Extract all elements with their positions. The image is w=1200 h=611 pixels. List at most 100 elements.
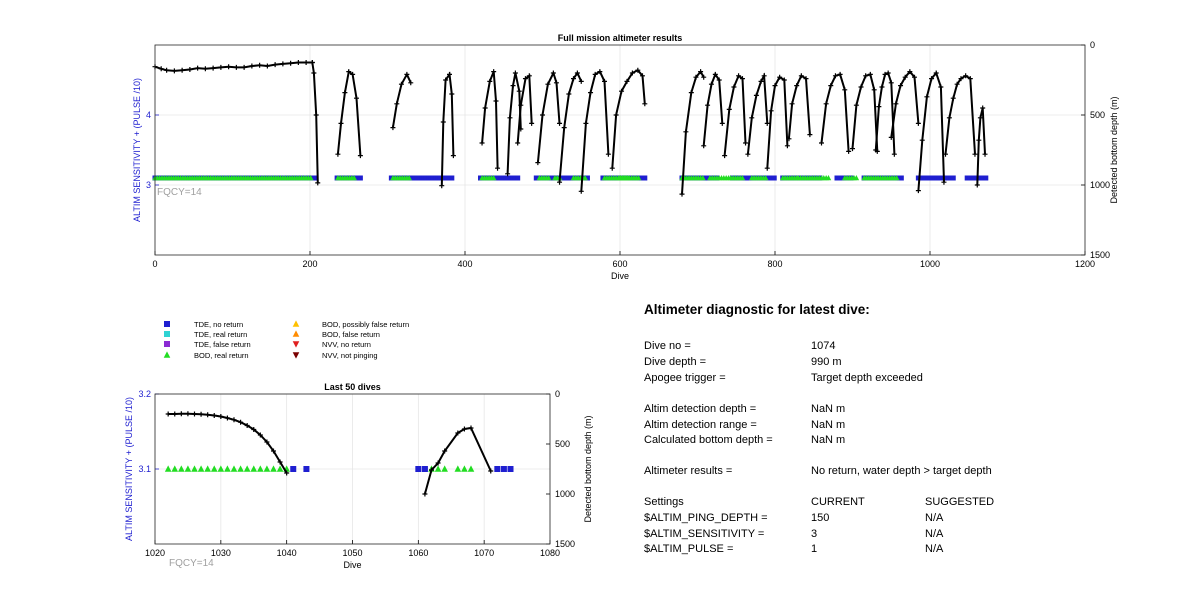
bottom-depth-point xyxy=(557,179,563,185)
marker-bod_real_return xyxy=(276,465,284,472)
bottom-depth-point xyxy=(758,78,764,84)
diagnostic-label: Altimeter results = xyxy=(644,465,733,477)
bottom-depth-point xyxy=(950,95,956,101)
y-left-tick-label: 3.2 xyxy=(138,389,151,399)
bottom-depth-point xyxy=(885,70,891,76)
diagnostic-value: 1074 xyxy=(811,340,836,352)
bottom-depth-point xyxy=(439,183,445,189)
chart-title: Last 50 dives xyxy=(324,382,381,392)
settings-suggested: N/A xyxy=(925,543,944,555)
diagnostic-value: NaN m xyxy=(811,434,846,446)
bottom-depth-point xyxy=(764,120,770,126)
bottom-depth-point xyxy=(943,151,948,157)
legend-marker-nvv_not_pinging xyxy=(292,352,300,359)
diagnostic-value: No return, water depth > target depth xyxy=(811,465,992,477)
legend-label: TDE, false return xyxy=(194,340,251,349)
settings-current: 3 xyxy=(811,528,818,540)
marker-bod_real_return xyxy=(184,465,192,472)
x-tick-label: 800 xyxy=(767,259,782,269)
marker-tde_no_return xyxy=(421,466,428,472)
bottom-depth-point xyxy=(516,88,522,94)
marker-tde_no_return xyxy=(771,175,777,181)
bottom-depth-point xyxy=(440,119,446,125)
marker-bod_real_return xyxy=(250,465,258,472)
marker-bod_real_return xyxy=(853,175,860,181)
marker-tde_no_return xyxy=(494,466,501,472)
bottom-depth-point xyxy=(422,491,428,497)
bottom-depth-point xyxy=(912,74,917,80)
marker-tde_no_return xyxy=(290,466,297,472)
bottom-depth-point xyxy=(202,66,208,72)
bottom-depth-line xyxy=(536,70,561,163)
bottom-depth-point xyxy=(449,91,455,97)
bottom-depth-point xyxy=(915,188,921,194)
bottom-depth-point xyxy=(408,80,414,86)
bottom-depth-point xyxy=(488,468,494,474)
bottom-depth-point xyxy=(249,63,255,69)
bottom-depth-point xyxy=(455,430,461,436)
bottom-depth-line xyxy=(746,72,769,155)
bottom-depth-point xyxy=(794,83,800,89)
bottom-depth-point xyxy=(613,112,619,118)
marker-bod_real_return xyxy=(224,465,231,472)
bottom-depth-point xyxy=(982,151,988,157)
bottom-depth-point xyxy=(491,69,497,75)
bottom-depth-point xyxy=(271,448,276,454)
bottom-depth-point xyxy=(566,91,572,97)
legend-marker-tde_real_return xyxy=(164,331,170,337)
bottom-depth-point xyxy=(781,77,787,83)
bottom-depth-point xyxy=(350,71,356,77)
bottom-depth-point xyxy=(743,140,749,146)
bottom-depth-point xyxy=(231,417,237,423)
bottom-depth-point xyxy=(171,68,177,74)
bottom-depth-line xyxy=(506,72,522,174)
marker-tde_no_return xyxy=(449,175,455,181)
bottom-depth-point xyxy=(629,70,635,76)
diagnostic-label: Dive no = xyxy=(644,340,691,352)
bottom-depth-point xyxy=(295,60,301,65)
bottom-depth-line xyxy=(787,74,811,139)
bottom-depth-point xyxy=(701,143,707,149)
bottom-depth-point xyxy=(257,432,263,438)
marker-bod_real_return xyxy=(467,465,475,472)
marker-tde_no_return xyxy=(898,175,904,181)
bottom-depth-point xyxy=(479,140,485,146)
bottom-depth-point xyxy=(739,76,745,82)
bottom-depth-point xyxy=(958,76,964,82)
bottom-depth-point xyxy=(693,74,699,80)
bottom-depth-point xyxy=(772,83,778,89)
bottom-depth-point xyxy=(749,115,755,121)
marker-tde_no_return xyxy=(312,175,318,181)
bottom-depth-point xyxy=(842,87,848,93)
bottom-depth-point xyxy=(753,92,759,98)
bottom-depth-point xyxy=(195,65,201,71)
bottom-depth-point xyxy=(311,70,317,76)
bottom-depth-point xyxy=(264,63,270,69)
bottom-depth-point xyxy=(967,76,973,82)
bottom-depth-point xyxy=(708,81,714,87)
bottom-depth-point xyxy=(745,151,751,157)
bottom-depth-line xyxy=(311,62,319,183)
marker-bod_real_return xyxy=(825,175,832,181)
settings-header-current: CURRENT xyxy=(811,496,865,508)
bottom-depth-point xyxy=(164,67,170,73)
bottom-depth-point xyxy=(238,419,244,425)
bottom-depth-point xyxy=(179,67,185,73)
bottom-depth-point xyxy=(165,411,171,417)
legend-marker-bod_possibly_false xyxy=(292,320,300,327)
bottom-depth-point xyxy=(244,423,250,428)
bottom-depth-line xyxy=(481,71,499,169)
bottom-depth-point xyxy=(716,77,722,83)
bottom-depth-point xyxy=(736,73,742,79)
x-tick-label: 1050 xyxy=(342,548,362,558)
bottom-depth-point xyxy=(550,70,556,76)
bottom-depth-point xyxy=(619,88,625,94)
marker-bod_real_return xyxy=(406,175,412,181)
bottom-depth-point xyxy=(893,101,899,107)
marker-bod_real_return xyxy=(700,175,706,181)
settings-suggested: N/A xyxy=(925,512,944,524)
bottom-depth-point xyxy=(251,427,257,432)
bottom-depth-point xyxy=(784,143,790,149)
bottom-depth-point xyxy=(526,73,532,79)
bottom-depth-point xyxy=(468,425,474,431)
